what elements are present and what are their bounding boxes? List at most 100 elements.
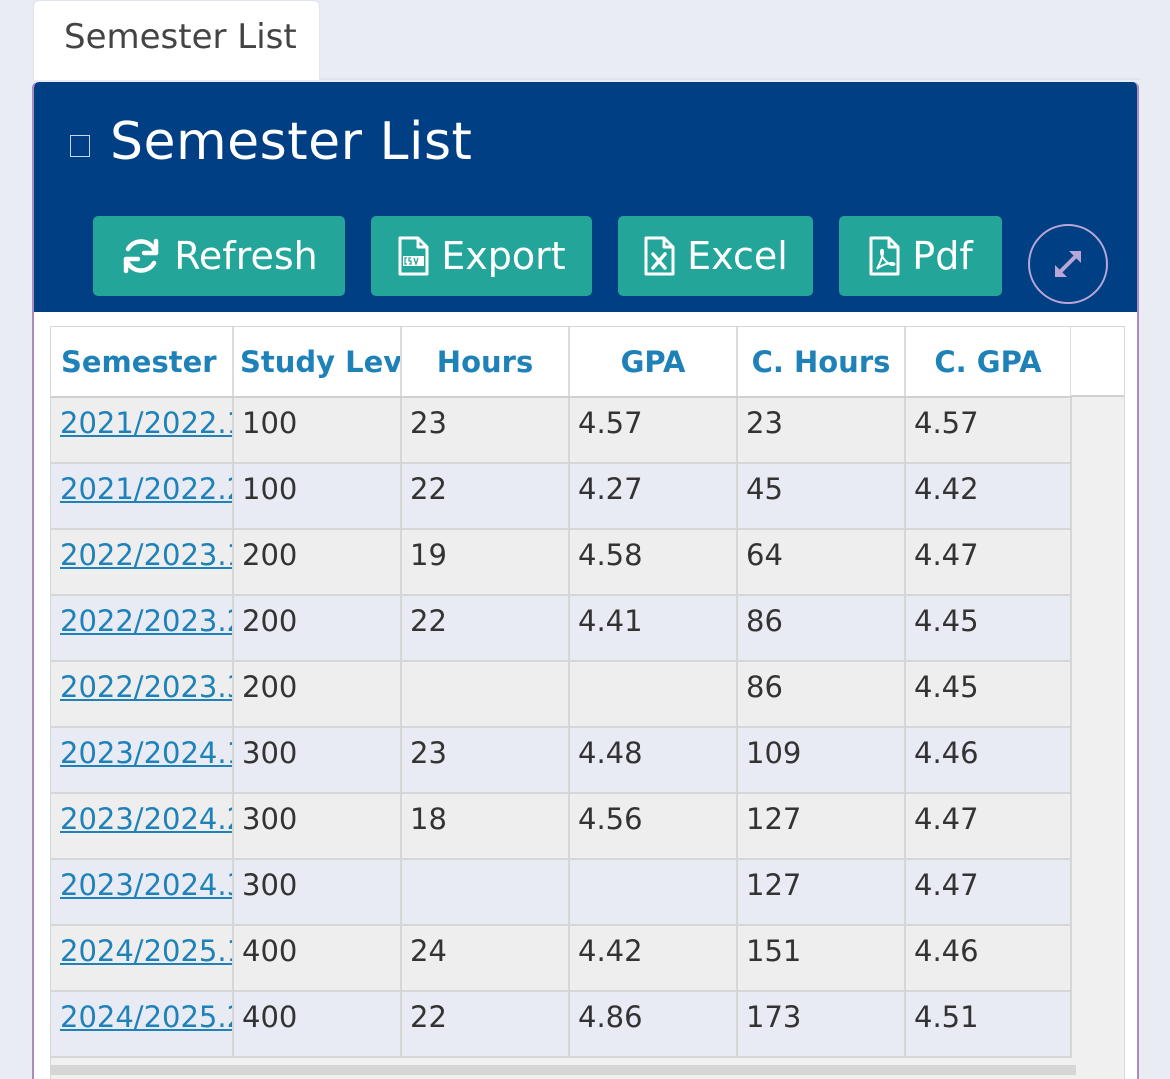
table-row: 2023/2024.2 300 18 4.56 127 4.47	[51, 793, 1072, 860]
tab-semester-list[interactable]: Semester List	[33, 0, 320, 80]
table-row: 2023/2024.3 300 127 4.47	[51, 859, 1072, 926]
study-level-cell: 400	[233, 925, 402, 992]
semester-cell: 2022/2023.1	[51, 529, 234, 596]
table-row: 2021/2022.1 100 23 4.57 23 4.57	[51, 397, 1072, 464]
study-level-cell: 300	[233, 859, 402, 926]
c-gpa-cell: 4.57	[905, 397, 1072, 464]
table-row: 2022/2023.2 200 22 4.41 86 4.45	[51, 595, 1072, 662]
excel-label: Excel	[687, 234, 788, 278]
c-hours-cell: 127	[737, 859, 906, 926]
study-level-cell: 100	[233, 463, 402, 530]
export-label: Export	[441, 234, 566, 278]
tab-divider	[320, 78, 1140, 80]
c-gpa-cell: 4.45	[905, 595, 1072, 662]
column-header-gpa[interactable]: GPA	[569, 327, 738, 398]
column-header-hours[interactable]: Hours	[401, 327, 570, 398]
c-gpa-cell: 4.42	[905, 463, 1072, 530]
column-header-c-hours[interactable]: C. Hours	[737, 327, 906, 398]
panel-title: Semester List	[110, 112, 473, 172]
study-level-cell: 200	[233, 529, 402, 596]
semester-panel: Semester List Refresh Export	[32, 82, 1139, 1079]
panel-header: Semester List Refresh Export	[34, 82, 1137, 312]
column-header-c-gpa[interactable]: C. GPA	[905, 327, 1072, 398]
pdf-button[interactable]: Pdf	[839, 216, 1002, 296]
study-level-cell: 300	[233, 727, 402, 794]
table-row: 2022/2023.3 200 86 4.45	[51, 661, 1072, 728]
c-hours-cell: 151	[737, 925, 906, 992]
semester-link[interactable]: 2024/2025.1	[60, 934, 233, 968]
hours-cell: 24	[401, 925, 570, 992]
gpa-cell: 4.86	[569, 991, 738, 1058]
semester-table: Semester Study Lev Hours GPA C. Hours C.…	[51, 327, 1072, 1058]
refresh-icon	[123, 238, 159, 274]
semester-cell: 2024/2025.2	[51, 991, 234, 1058]
pdf-file-icon	[869, 236, 900, 276]
semester-table-container: Semester Study Lev Hours GPA C. Hours C.…	[50, 326, 1125, 1079]
semester-link[interactable]: 2021/2022.2	[60, 472, 233, 506]
c-hours-cell: 64	[737, 529, 906, 596]
refresh-button[interactable]: Refresh	[93, 216, 345, 296]
expand-icon	[1055, 251, 1081, 277]
gpa-cell: 4.41	[569, 595, 738, 662]
semester-cell: 2021/2022.2	[51, 463, 234, 530]
excel-button[interactable]: Excel	[618, 216, 813, 296]
hours-cell	[401, 661, 570, 728]
hours-cell: 23	[401, 727, 570, 794]
semester-link[interactable]: 2023/2024.3	[60, 868, 233, 902]
semester-cell: 2022/2023.2	[51, 595, 234, 662]
semester-link[interactable]: 2022/2023.1	[60, 538, 233, 572]
hours-cell: 19	[401, 529, 570, 596]
table-row: 2023/2024.1 300 23 4.48 109 4.46	[51, 727, 1072, 794]
c-hours-cell: 23	[737, 397, 906, 464]
header-filler	[1071, 327, 1124, 397]
semester-cell: 2024/2025.1	[51, 925, 234, 992]
study-level-cell: 400	[233, 991, 402, 1058]
gpa-cell: 4.48	[569, 727, 738, 794]
gpa-cell: 4.57	[569, 397, 738, 464]
gpa-cell: 4.27	[569, 463, 738, 530]
c-gpa-cell: 4.47	[905, 529, 1072, 596]
semester-link[interactable]: 2023/2024.2	[60, 802, 233, 836]
column-header-study-level[interactable]: Study Lev	[233, 327, 402, 398]
column-header-semester[interactable]: Semester	[51, 327, 234, 398]
table-footer	[51, 1065, 1076, 1075]
pdf-label: Pdf	[912, 234, 973, 278]
semester-cell: 2023/2024.3	[51, 859, 234, 926]
semester-link[interactable]: 2023/2024.1	[60, 736, 233, 770]
semester-cell: 2023/2024.1	[51, 727, 234, 794]
c-hours-cell: 86	[737, 661, 906, 728]
c-gpa-cell: 4.47	[905, 793, 1072, 860]
hours-cell: 22	[401, 595, 570, 662]
hours-cell	[401, 859, 570, 926]
study-level-cell: 100	[233, 397, 402, 464]
excel-file-icon	[644, 236, 675, 276]
semester-link[interactable]: 2022/2023.3	[60, 670, 233, 704]
c-hours-cell: 127	[737, 793, 906, 860]
c-hours-cell: 109	[737, 727, 906, 794]
gpa-cell	[569, 661, 738, 728]
gpa-cell: 4.58	[569, 529, 738, 596]
study-level-cell: 300	[233, 793, 402, 860]
semester-link[interactable]: 2022/2023.2	[60, 604, 233, 638]
semester-link[interactable]: 2021/2022.1	[60, 406, 233, 440]
tab-label: Semester List	[64, 17, 297, 57]
hours-cell: 22	[401, 463, 570, 530]
semester-cell: 2023/2024.2	[51, 793, 234, 860]
hours-cell: 23	[401, 397, 570, 464]
c-gpa-cell: 4.47	[905, 859, 1072, 926]
semester-link[interactable]: 2024/2025.2	[60, 1000, 233, 1034]
expand-button[interactable]	[1028, 224, 1108, 304]
header-checkbox[interactable]	[70, 135, 90, 157]
semester-cell: 2021/2022.1	[51, 397, 234, 464]
export-button[interactable]: Export	[371, 216, 592, 296]
c-hours-cell: 45	[737, 463, 906, 530]
study-level-cell: 200	[233, 595, 402, 662]
hours-cell: 18	[401, 793, 570, 860]
c-gpa-cell: 4.46	[905, 727, 1072, 794]
c-gpa-cell: 4.46	[905, 925, 1072, 992]
csv-file-icon	[398, 236, 429, 276]
c-gpa-cell: 4.51	[905, 991, 1072, 1058]
gpa-cell: 4.42	[569, 925, 738, 992]
study-level-cell: 200	[233, 661, 402, 728]
